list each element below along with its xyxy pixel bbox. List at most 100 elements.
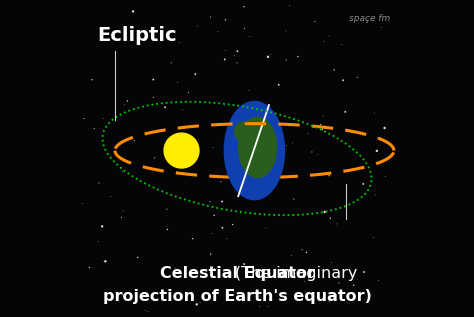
- Point: [290, 197, 298, 202]
- Point: [275, 82, 283, 87]
- Point: [282, 29, 290, 34]
- Point: [288, 253, 295, 258]
- Point: [304, 131, 312, 136]
- Point: [311, 19, 319, 24]
- Point: [189, 236, 196, 241]
- Point: [100, 116, 107, 121]
- Point: [174, 171, 182, 176]
- Ellipse shape: [238, 117, 277, 178]
- Point: [373, 148, 381, 153]
- Point: [314, 152, 322, 157]
- Point: [226, 169, 234, 174]
- Point: [118, 215, 125, 220]
- Point: [223, 236, 231, 241]
- Point: [230, 53, 238, 58]
- Point: [225, 126, 232, 131]
- Point: [101, 259, 109, 264]
- Point: [86, 265, 93, 270]
- Point: [161, 105, 169, 110]
- Point: [360, 269, 368, 275]
- Point: [80, 116, 88, 121]
- Point: [382, 174, 389, 179]
- Point: [134, 255, 142, 260]
- Point: [344, 300, 352, 305]
- Point: [339, 78, 347, 83]
- Point: [367, 292, 375, 297]
- Point: [207, 15, 214, 20]
- Point: [319, 127, 326, 132]
- Point: [378, 25, 385, 30]
- Point: [326, 34, 333, 39]
- Point: [120, 102, 128, 107]
- Point: [294, 54, 302, 59]
- Point: [142, 308, 149, 313]
- Text: Celestial Equator: Celestial Equator: [159, 266, 315, 281]
- Point: [196, 300, 204, 305]
- Point: [289, 140, 296, 146]
- Point: [301, 279, 308, 284]
- Point: [193, 23, 201, 29]
- Point: [88, 77, 96, 82]
- Point: [164, 33, 172, 38]
- Point: [100, 259, 108, 264]
- Point: [129, 9, 137, 14]
- Point: [370, 235, 377, 240]
- Point: [327, 216, 334, 221]
- Point: [221, 57, 228, 62]
- Point: [95, 180, 103, 185]
- Point: [214, 29, 222, 34]
- Point: [240, 262, 248, 267]
- Point: [210, 213, 218, 218]
- Point: [240, 4, 248, 9]
- Point: [321, 210, 328, 215]
- Point: [248, 178, 256, 184]
- Point: [309, 124, 316, 129]
- Point: [262, 225, 270, 230]
- Point: [174, 80, 182, 85]
- Circle shape: [164, 133, 199, 168]
- Text: spaçe fm: spaçe fm: [349, 14, 391, 23]
- Point: [220, 102, 228, 107]
- Ellipse shape: [235, 122, 252, 141]
- Point: [338, 42, 346, 47]
- Point: [308, 149, 316, 154]
- Point: [217, 179, 225, 184]
- Point: [219, 199, 226, 204]
- Point: [298, 247, 306, 252]
- Point: [371, 111, 378, 116]
- Point: [222, 48, 229, 53]
- Point: [302, 250, 310, 255]
- Point: [207, 251, 214, 256]
- Point: [118, 292, 126, 297]
- Point: [325, 299, 333, 304]
- Text: projection of Earth's equator): projection of Earth's equator): [102, 289, 372, 304]
- Point: [267, 52, 274, 57]
- Point: [179, 107, 186, 113]
- Point: [333, 221, 341, 226]
- Text: Ecliptic: Ecliptic: [98, 26, 177, 45]
- Point: [209, 145, 217, 150]
- Point: [206, 199, 214, 204]
- Point: [119, 208, 127, 213]
- Point: [375, 278, 383, 283]
- Point: [245, 88, 253, 93]
- Ellipse shape: [224, 101, 284, 200]
- Point: [211, 266, 219, 271]
- Point: [226, 168, 233, 173]
- Point: [188, 274, 195, 279]
- Point: [222, 17, 229, 23]
- Point: [149, 77, 157, 82]
- Point: [381, 126, 388, 131]
- Point: [283, 143, 290, 148]
- Point: [354, 75, 361, 80]
- Point: [184, 90, 192, 95]
- Point: [241, 26, 248, 31]
- Point: [164, 227, 171, 232]
- Point: [233, 60, 241, 65]
- Point: [151, 155, 158, 160]
- Point: [320, 39, 328, 44]
- Point: [283, 57, 290, 62]
- Point: [286, 3, 293, 8]
- Point: [219, 225, 226, 230]
- Point: [193, 302, 201, 307]
